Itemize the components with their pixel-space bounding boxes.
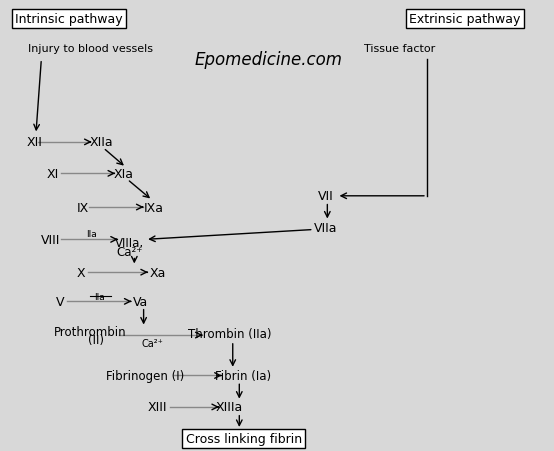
Text: XIIa: XIIa: [90, 136, 114, 149]
Text: Extrinsic pathway: Extrinsic pathway: [409, 13, 521, 26]
Text: (II): (II): [88, 333, 104, 346]
Text: Intrinsic pathway: Intrinsic pathway: [15, 13, 122, 26]
Text: Va: Va: [134, 295, 148, 308]
Text: Injury to blood vessels: Injury to blood vessels: [28, 43, 153, 53]
Text: XI: XI: [46, 167, 58, 180]
Text: V: V: [57, 295, 65, 308]
Text: Fibrinogen (I): Fibrinogen (I): [106, 369, 184, 382]
Text: IIa: IIa: [95, 293, 105, 302]
Text: Fibrin (Ia): Fibrin (Ia): [214, 369, 271, 382]
Text: XII: XII: [27, 136, 43, 149]
Text: Cross linking fibrin: Cross linking fibrin: [186, 432, 302, 445]
Text: VIIIa,: VIIIa,: [115, 236, 144, 249]
Text: XIIIa: XIIIa: [216, 400, 243, 414]
Text: Ca²⁺: Ca²⁺: [116, 245, 142, 258]
Text: Tissue factor: Tissue factor: [364, 43, 435, 53]
Text: Ca²⁺: Ca²⁺: [141, 338, 163, 348]
Text: X: X: [77, 266, 86, 279]
Text: XIII: XIII: [148, 400, 167, 414]
Text: IXa: IXa: [143, 201, 163, 214]
Text: XIa: XIa: [114, 167, 134, 180]
Text: VII: VII: [318, 190, 334, 203]
Text: Prothrombin: Prothrombin: [54, 325, 127, 338]
Text: IX: IX: [76, 201, 89, 214]
Text: Epomedicine.com: Epomedicine.com: [194, 51, 342, 69]
Text: Xa: Xa: [150, 266, 166, 279]
Text: VIIa: VIIa: [314, 221, 337, 234]
Text: Thrombin (IIa): Thrombin (IIa): [188, 327, 272, 341]
Text: IIa: IIa: [86, 230, 97, 239]
Text: VIII: VIII: [41, 233, 60, 246]
